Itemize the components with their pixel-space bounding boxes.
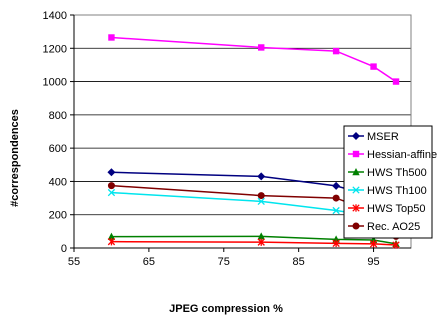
data-point [333,195,340,202]
data-point [353,151,359,157]
data-point [108,182,115,189]
data-point [370,63,376,69]
x-tick-label: 55 [68,256,80,268]
legend-label: HWS Th100 [367,185,427,197]
data-point [258,192,265,199]
x-axis-label: JPEG compression % [169,303,283,315]
data-point [108,34,114,40]
y-tick-label: 1200 [43,43,67,55]
y-axis-label: #correspondences [9,109,21,207]
y-tick-label: 1000 [43,77,67,89]
y-tick-label: 600 [49,143,67,155]
y-tick-label: 200 [49,210,67,222]
series-hessian-affine [108,34,399,85]
data-point [258,44,264,50]
y-tick-label: 400 [49,176,67,188]
y-tick-label: 1400 [43,10,67,22]
y-tick-label: 0 [61,243,67,255]
x-tick-label: 75 [218,256,230,268]
data-point [393,78,399,84]
legend-label: HWS Top50 [367,203,426,215]
series-line [111,37,396,81]
x-tick-label: 65 [143,256,155,268]
data-point [107,168,115,176]
legend-label: HWS Th500 [367,167,427,179]
y-axis-ticks: 0 200 400 600 800 1000 1200 1400 [43,10,74,255]
data-point [257,172,265,180]
x-tick-label: 85 [293,256,305,268]
data-point [353,223,360,230]
x-axis-ticks: 55 65 75 85 95 [68,248,380,268]
legend: MSER Hessian-affine HWS Th500 HWS Th100 HWS … [344,126,437,238]
legend-label: Hessian-affine [367,149,437,161]
data-point [332,182,340,190]
legend-label: Rec. AO25 [367,221,420,233]
y-tick-label: 800 [49,110,67,122]
series-line [111,242,396,245]
legend-label: MSER [367,131,399,143]
data-point [333,48,339,54]
x-tick-label: 95 [367,256,379,268]
